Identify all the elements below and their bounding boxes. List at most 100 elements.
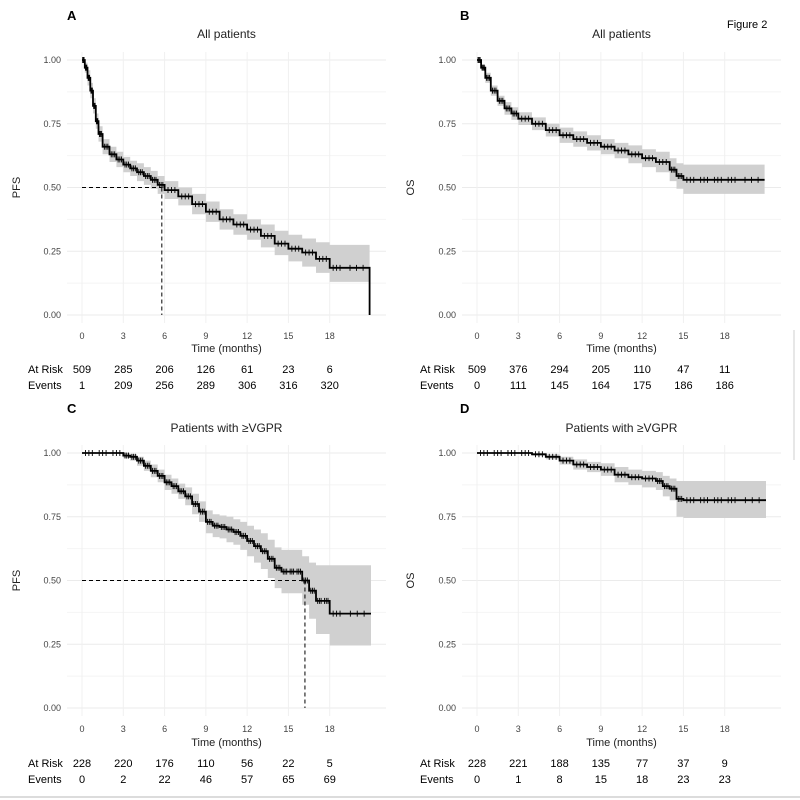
risk-value: 11 [719,364,730,376]
risk-value: 135 [592,758,610,770]
risk-value: 206 [155,364,173,376]
y-tick-label: 0.25 [438,246,456,256]
panel-title: All patients [592,27,651,41]
y-tick-label: 0.00 [438,703,456,713]
risk-value: 1 [79,380,85,392]
x-axis-title: Time (months) [586,343,657,355]
risk-value: 56 [241,758,253,770]
risk-value: 220 [114,758,132,770]
risk-row-label: Events [28,380,62,392]
risk-value: 256 [155,380,173,392]
risk-value: 61 [241,364,253,376]
x-tick-label: 18 [325,724,335,734]
risk-value: 509 [73,364,91,376]
y-tick-label: 0.25 [438,639,456,649]
y-tick-label: 1.00 [438,55,456,65]
y-tick-label: 0.75 [43,512,61,522]
x-tick-label: 12 [637,724,647,734]
risk-value: 9 [722,758,728,770]
x-tick-label: 15 [283,331,293,341]
risk-value: 175 [633,380,651,392]
risk-row-label: At Risk [420,758,455,770]
x-axis-title: Time (months) [191,343,262,355]
risk-value: 111 [510,380,527,392]
y-tick-label: 0.50 [43,576,61,586]
figure-label: Figure 2 [727,19,767,31]
x-tick-label: 3 [516,724,521,734]
risk-row-label: Events [28,774,62,786]
risk-value: 0 [474,380,480,392]
y-tick-label: 1.00 [43,448,61,458]
risk-value: 316 [279,380,297,392]
risk-row-label: At Risk [28,758,63,770]
x-tick-label: 15 [678,331,688,341]
x-axis-title: Time (months) [191,737,262,749]
y-axis-title: PFS [11,177,23,198]
y-tick-label: 0.25 [43,639,61,649]
risk-value: 126 [197,364,215,376]
y-tick-label: 0.50 [438,183,456,193]
y-tick-label: 1.00 [43,55,61,65]
x-tick-label: 3 [121,331,126,341]
x-tick-label: 12 [637,331,647,341]
risk-value: 1 [515,774,521,786]
panel-title: Patients with ≥VGPR [566,421,678,435]
y-axis-title: OS [405,573,417,589]
x-tick-label: 9 [203,331,208,341]
risk-value: 0 [79,774,85,786]
x-tick-label: 6 [162,724,167,734]
survival-curve [477,452,766,502]
y-axis-title: PFS [11,570,23,591]
panel-a: A All patients 0.00 0.25 0.50 0.75 1.00 0 3 6 9 12 1… [11,8,386,392]
y-tick-label: 0.00 [438,310,456,320]
x-tick-label: 0 [79,331,84,341]
x-tick-label: 6 [162,331,167,341]
x-axis-title: Time (months) [586,737,657,749]
censor-marks [479,450,760,504]
risk-value: 69 [324,774,336,786]
risk-value: 228 [468,758,486,770]
risk-value: 46 [200,774,212,786]
panel-letter: A [67,8,77,23]
y-tick-label: 0.75 [43,119,61,129]
risk-value: 509 [468,364,486,376]
panel-d: D Patients with ≥VGPR 0.00 0.25 0.50 0.75 1.00… [405,401,781,786]
risk-value: 176 [155,758,173,770]
risk-value: 0 [474,774,480,786]
risk-value: 15 [595,774,607,786]
x-tick-label: 3 [121,724,126,734]
x-tick-label: 9 [598,724,603,734]
x-tick-label: 12 [242,724,252,734]
risk-value: 306 [238,380,256,392]
x-tick-label: 18 [325,331,335,341]
risk-row-label: At Risk [28,364,63,376]
x-tick-label: 0 [474,724,479,734]
y-tick-label: 0.00 [43,310,61,320]
x-tick-label: 0 [474,331,479,341]
censor-marks [84,450,365,617]
risk-value: 320 [321,380,339,392]
risk-value: 110 [197,758,215,770]
risk-value: 8 [557,774,563,786]
risk-value: 376 [509,364,527,376]
panel-c: C Patients with ≥VGPR 0.00 0.25 0.50 0.75 1.00… [11,401,386,786]
x-tick-label: 15 [283,724,293,734]
risk-value: 294 [550,364,568,376]
x-tick-label: 6 [557,724,562,734]
risk-value: 5 [327,758,333,770]
panel-letter: B [460,8,469,23]
confidence-band [82,453,371,646]
risk-value: 186 [716,380,734,392]
risk-value: 205 [592,364,610,376]
panel-title: All patients [197,27,256,41]
y-tick-label: 0.25 [43,246,61,256]
panel-letter: D [460,401,469,416]
y-tick-label: 0.50 [438,576,456,586]
y-tick-label: 0.75 [438,512,456,522]
risk-value: 6 [327,364,333,376]
risk-value: 186 [674,380,692,392]
risk-value: 164 [592,380,610,392]
